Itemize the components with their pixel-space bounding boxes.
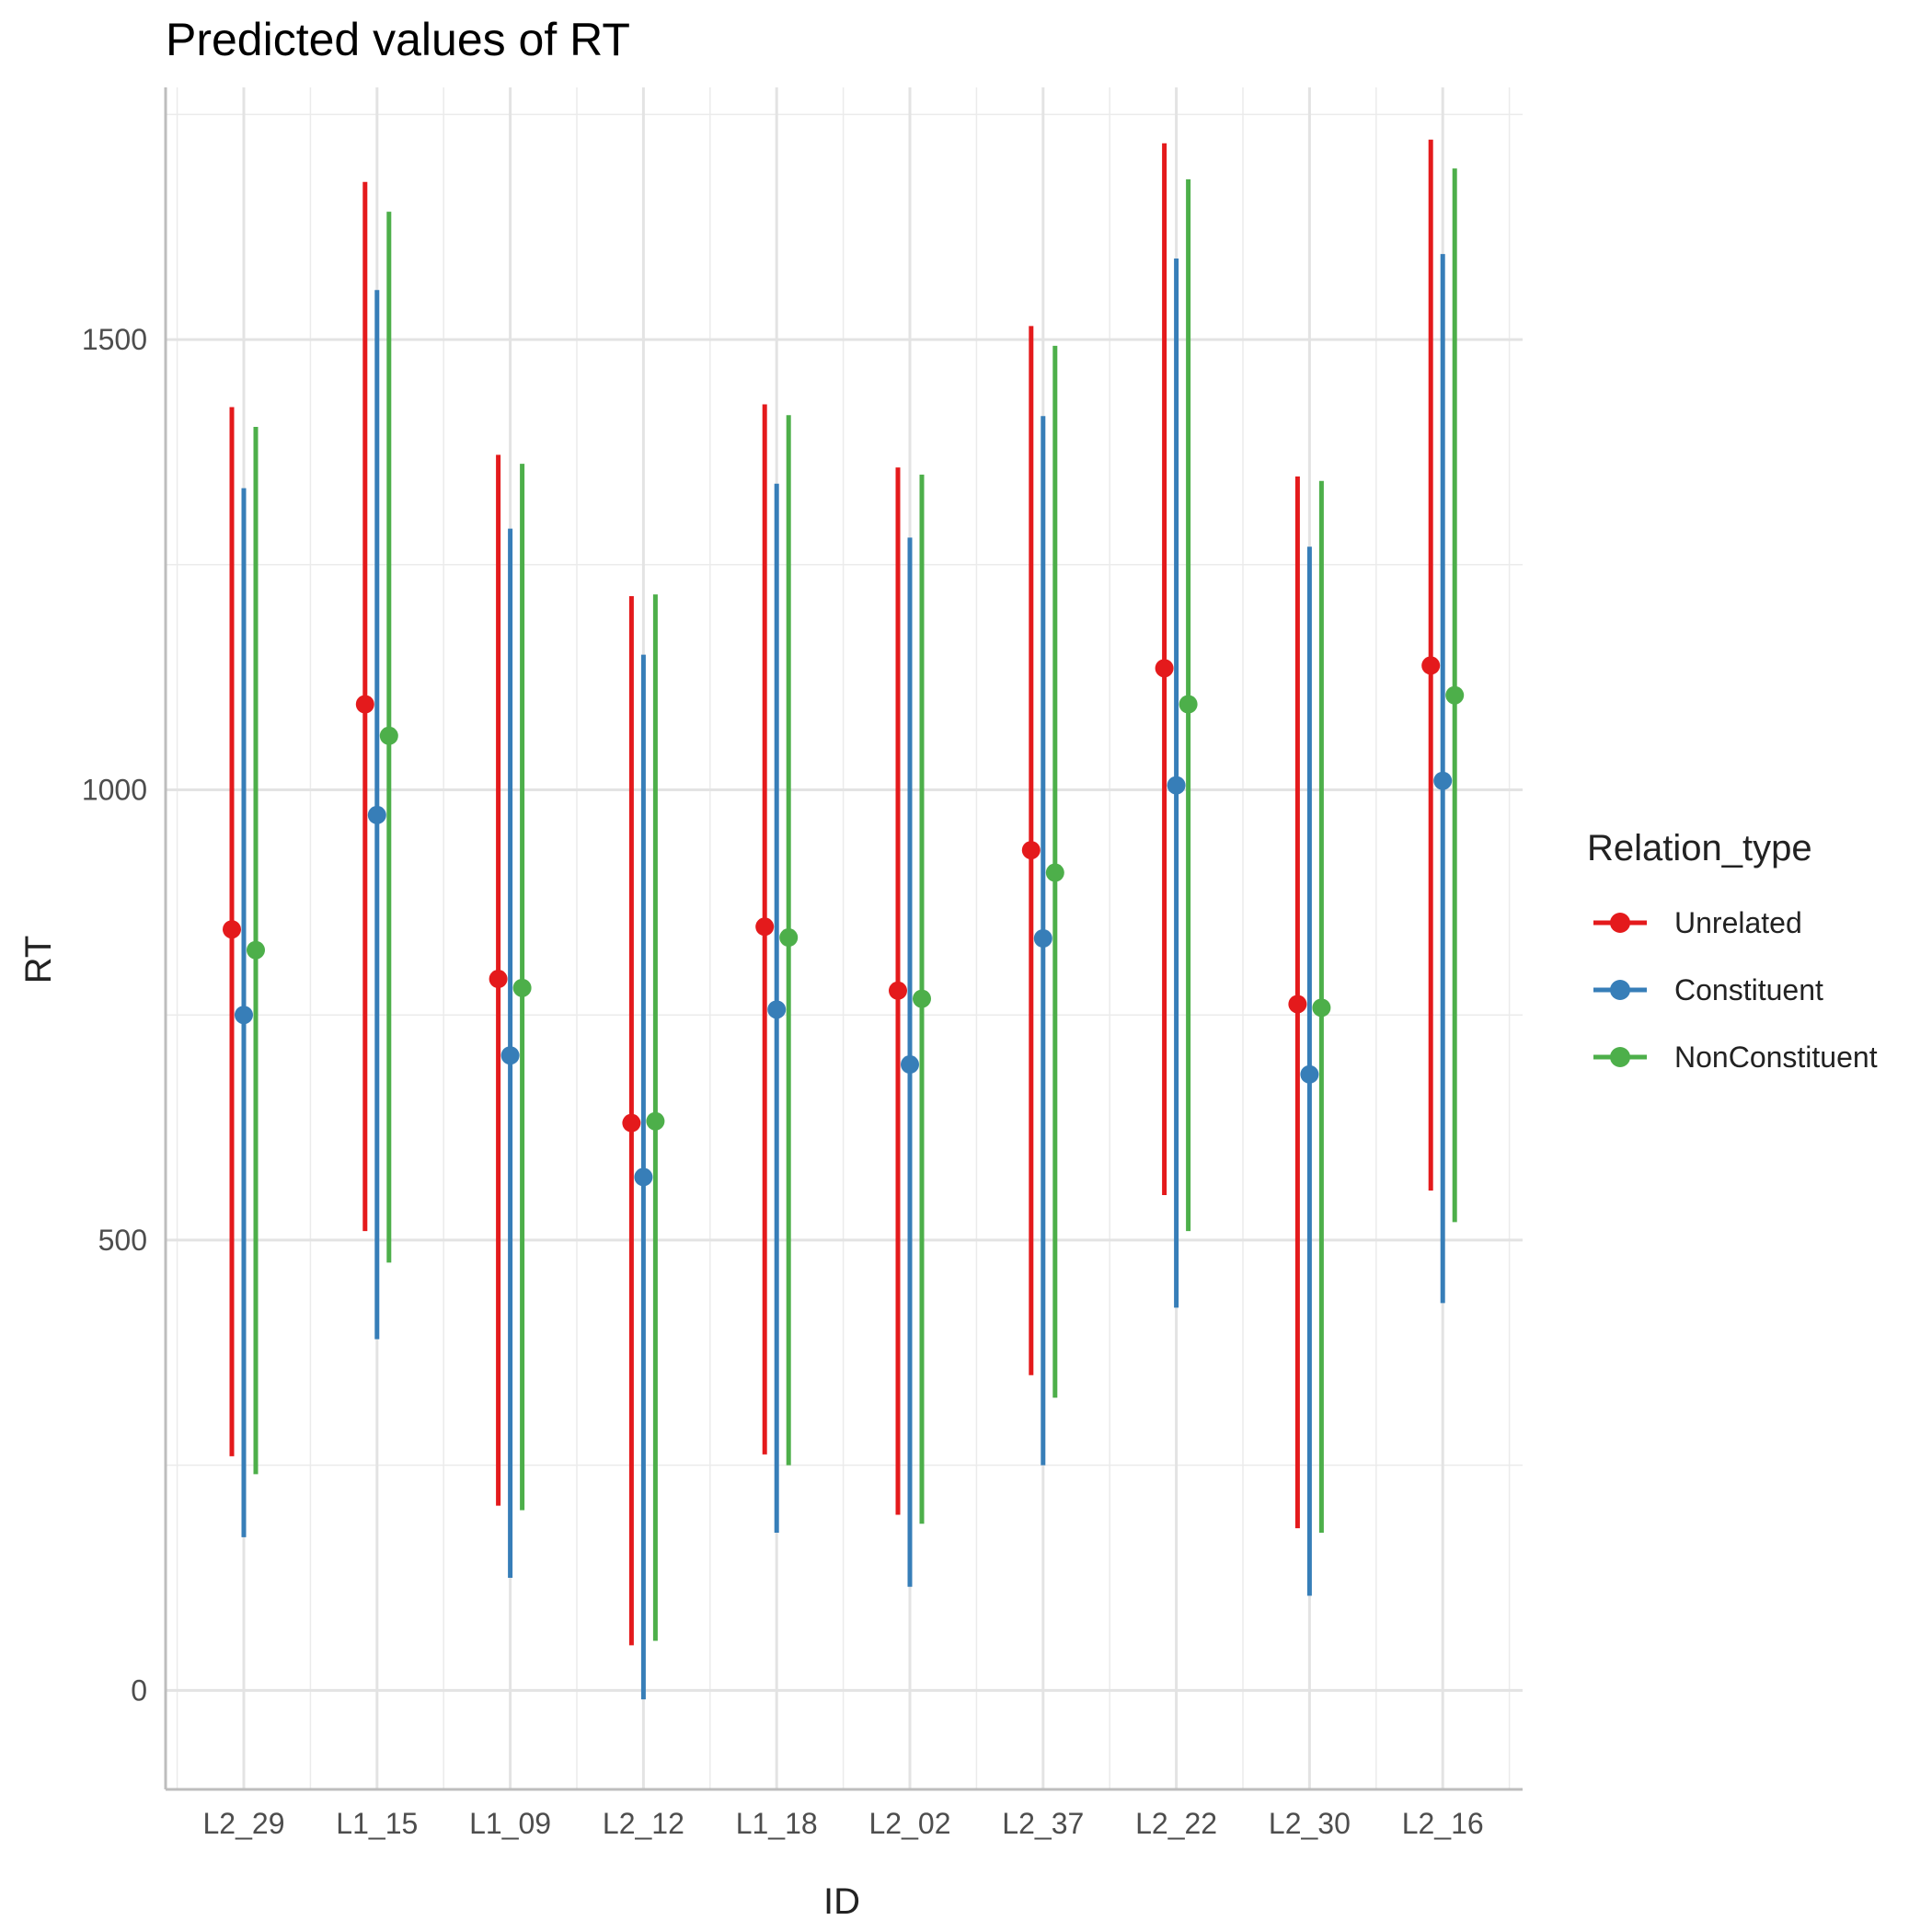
y-axis-ticks: 0 500 1000 1500 xyxy=(82,323,147,1707)
legend-label: Unrelated xyxy=(1674,906,1802,939)
data-point xyxy=(247,940,265,960)
y-tick-label: 1000 xyxy=(82,773,147,806)
x-tick-label: L2_22 xyxy=(1135,1807,1217,1840)
y-tick-label: 0 xyxy=(131,1673,147,1707)
data-point xyxy=(1167,776,1186,795)
data-point xyxy=(512,978,532,997)
data-point xyxy=(913,989,931,1008)
y-tick-label: 1500 xyxy=(82,323,147,356)
data-point xyxy=(379,726,398,745)
data-point xyxy=(489,970,508,989)
data-point xyxy=(901,1055,919,1075)
data-point xyxy=(1155,659,1174,678)
data-point xyxy=(1445,685,1465,705)
data-point xyxy=(1300,1064,1319,1084)
legend-key-point xyxy=(1610,913,1630,933)
data-point xyxy=(755,917,775,937)
data-point xyxy=(223,920,241,939)
x-axis-ticks: L2_29 L1_15 L1_09 L2_12 L1_18 L2_02 L2_37 L2_22… xyxy=(203,1807,1484,1840)
data-point xyxy=(1033,929,1052,948)
data-point xyxy=(1021,841,1041,860)
x-tick-label: L2_29 xyxy=(203,1807,285,1840)
x-tick-label: L2_16 xyxy=(1402,1807,1484,1840)
x-tick-label: L2_12 xyxy=(603,1807,684,1840)
y-axis-title: RT xyxy=(18,936,59,984)
legend-label: Constituent xyxy=(1674,973,1823,1006)
series-constituent xyxy=(235,254,1453,1700)
data-point xyxy=(355,695,374,714)
legend-item: Unrelated xyxy=(1593,906,1802,939)
legend-item: Constituent xyxy=(1593,973,1823,1006)
plot-marks xyxy=(223,139,1465,1700)
data-point xyxy=(779,928,799,948)
x-tick-label: L2_30 xyxy=(1269,1807,1351,1840)
data-point xyxy=(1433,771,1453,790)
x-tick-label: L2_37 xyxy=(1002,1807,1084,1840)
data-point xyxy=(1045,863,1064,882)
x-tick-label: L1_18 xyxy=(736,1807,818,1840)
chart-title: Predicted values of RT xyxy=(166,14,630,65)
x-tick-label: L1_15 xyxy=(336,1807,418,1840)
series-nonconstituent xyxy=(247,168,1465,1641)
data-point xyxy=(1288,995,1307,1014)
data-point xyxy=(1421,656,1441,675)
legend-label: NonConstituent xyxy=(1674,1041,1878,1074)
data-point xyxy=(235,1006,253,1025)
data-point xyxy=(889,981,907,1000)
y-tick-label: 500 xyxy=(98,1224,147,1257)
x-axis-title: ID xyxy=(823,1881,860,1922)
legend-title: Relation_type xyxy=(1587,828,1812,868)
data-point xyxy=(634,1167,653,1187)
legend: Relation_type Unrelated Constituent NonCon… xyxy=(1587,828,1878,1074)
legend-key-point xyxy=(1610,980,1630,1000)
data-point xyxy=(767,1000,787,1019)
data-point xyxy=(1312,998,1331,1018)
data-point xyxy=(500,1046,520,1065)
plot-grid xyxy=(166,87,1523,1789)
series-unrelated xyxy=(223,139,1441,1646)
legend-item: NonConstituent xyxy=(1593,1041,1878,1074)
data-point xyxy=(622,1113,641,1133)
data-point xyxy=(1179,695,1198,714)
data-point xyxy=(367,805,386,824)
x-tick-label: L2_02 xyxy=(869,1807,951,1840)
plot-axes xyxy=(164,87,1523,1791)
legend-key-point xyxy=(1610,1047,1630,1067)
data-point xyxy=(646,1111,665,1131)
x-tick-label: L1_09 xyxy=(469,1807,551,1840)
